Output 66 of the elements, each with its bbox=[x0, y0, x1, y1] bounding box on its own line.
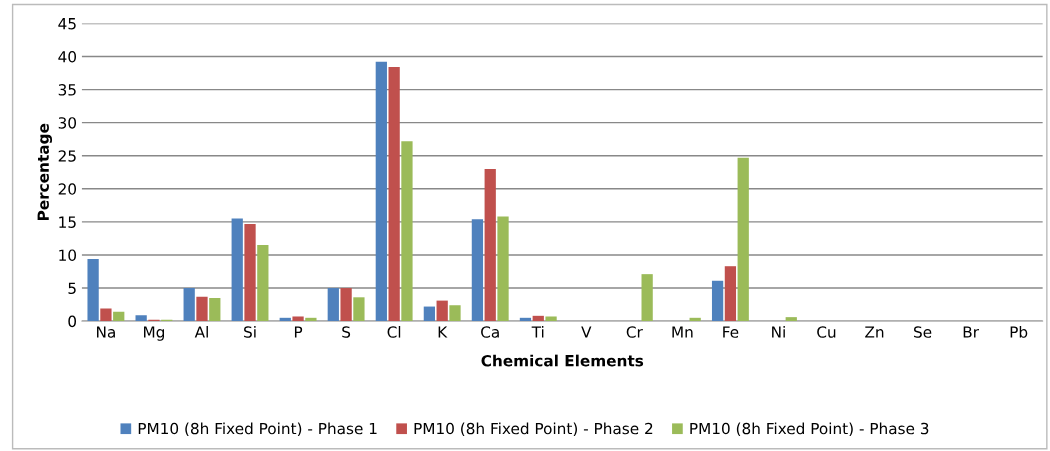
bar bbox=[209, 297, 221, 322]
y-tick-label: 10 bbox=[59, 249, 77, 261]
bar bbox=[724, 266, 737, 322]
bar bbox=[545, 316, 557, 322]
y-tick-label: 25 bbox=[58, 150, 76, 162]
bar bbox=[532, 315, 544, 322]
bar bbox=[113, 311, 125, 322]
bar bbox=[305, 317, 317, 322]
x-tick-label: Pb bbox=[1010, 325, 1028, 338]
y-tick-label: 0 bbox=[68, 315, 77, 328]
bar bbox=[183, 288, 195, 322]
legend-label: PM10 (8h Fixed Point) - Phase 3 bbox=[690, 422, 929, 437]
x-tick-label: Mg bbox=[144, 326, 165, 341]
bar bbox=[471, 219, 484, 322]
bar bbox=[340, 288, 352, 322]
bar bbox=[87, 258, 99, 322]
bar bbox=[135, 315, 147, 322]
bar bbox=[353, 297, 365, 322]
bar bbox=[401, 141, 413, 322]
y-tick-label: 35 bbox=[58, 84, 76, 96]
x-tick-label: V bbox=[581, 326, 592, 338]
bar bbox=[292, 316, 304, 322]
bar bbox=[375, 61, 387, 322]
bar bbox=[737, 157, 749, 322]
y-tick-label: 15 bbox=[59, 216, 76, 228]
y-tick-label: 5 bbox=[68, 282, 76, 295]
bar bbox=[231, 218, 243, 322]
x-tick-label: S bbox=[342, 326, 351, 338]
bar bbox=[257, 245, 269, 322]
x-tick-label: Ni bbox=[772, 325, 785, 338]
y-tick-label: 30 bbox=[58, 117, 77, 129]
bar bbox=[497, 216, 509, 322]
x-tick-label: K bbox=[438, 326, 448, 338]
x-tick-label: Na bbox=[97, 326, 115, 338]
x-tick-label: Mn bbox=[672, 326, 693, 338]
y-tick-label: 40 bbox=[58, 50, 77, 63]
x-tick-label: Br bbox=[963, 326, 979, 338]
bar bbox=[484, 168, 496, 322]
bar bbox=[388, 67, 400, 322]
bar bbox=[423, 306, 436, 322]
x-tick-label: Cl bbox=[387, 325, 401, 338]
x-tick-label: Cr bbox=[626, 326, 643, 338]
bar bbox=[711, 280, 724, 322]
bar bbox=[100, 308, 112, 322]
bar bbox=[449, 305, 461, 322]
bar bbox=[196, 296, 208, 322]
bar bbox=[244, 223, 256, 322]
x-tick-label: Se bbox=[914, 326, 932, 338]
x-tick-label: Fe bbox=[723, 326, 739, 338]
x-tick-label: Ca bbox=[481, 326, 499, 338]
legend-label: PM10 (8h Fixed Point) - Phase 1 bbox=[138, 422, 377, 437]
x-tick-label: Si bbox=[244, 325, 256, 338]
x-tick-label: Ti bbox=[531, 325, 544, 338]
x-tick-label: Al bbox=[194, 325, 208, 338]
y-axis-title: Percentage bbox=[37, 123, 53, 221]
x-tick-label: Cu bbox=[817, 326, 836, 338]
bar bbox=[436, 300, 448, 322]
bar bbox=[327, 288, 339, 322]
x-tick-label: Zn bbox=[865, 326, 884, 338]
x-axis-title: Chemical Elements bbox=[481, 354, 644, 367]
bar bbox=[641, 274, 653, 322]
legend-label: PM10 (8h Fixed Point) - Phase 2 bbox=[414, 422, 653, 437]
x-tick-label: P bbox=[294, 326, 303, 338]
bar bbox=[785, 317, 797, 322]
y-tick-label: 20 bbox=[58, 183, 77, 195]
y-tick-label: 45 bbox=[58, 18, 76, 30]
